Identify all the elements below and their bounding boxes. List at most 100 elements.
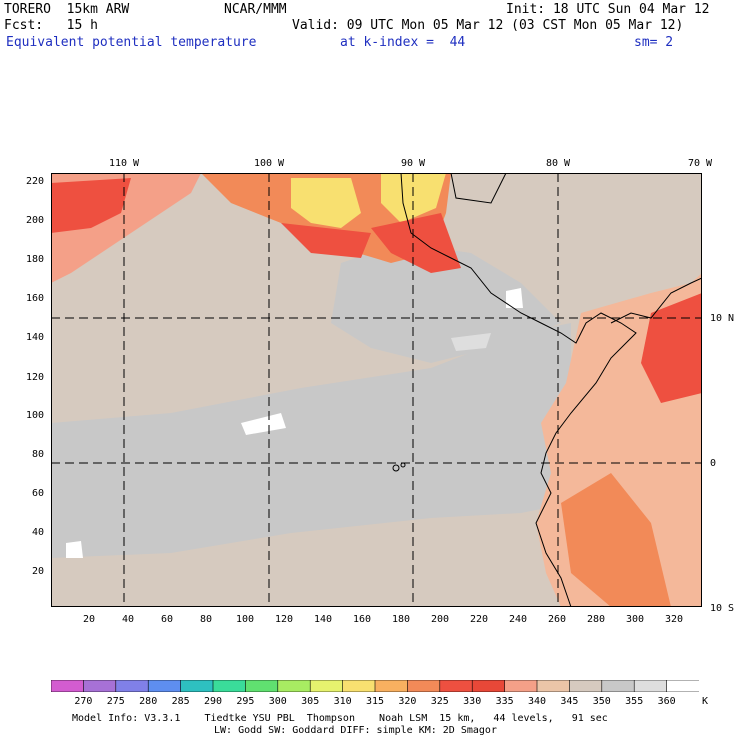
x-tick-300: 300 [625,614,645,625]
smoothing: sm= 2 [634,35,674,50]
cool-band-south [51,323,571,558]
colorbar-label: 345 [560,696,579,707]
colorbar-label: 355 [625,696,644,707]
y-tick-100: 100 [25,410,44,421]
colorbar-swatch [115,680,150,692]
x-tick-100: 100 [235,614,255,625]
x-tick-240: 240 [508,614,528,625]
x-tick-220: 220 [469,614,489,625]
y-tick-20: 20 [31,566,44,577]
x-tick-320: 320 [664,614,684,625]
warm-band-north [51,258,331,313]
lon-label-90w: 90 W [400,158,426,169]
lat-label-0: 0 [710,458,717,469]
colorbar-label: 285 [171,696,190,707]
colorbar-label: 290 [203,696,223,707]
valid-time: Valid: 09 UTC Mon 05 Mar 12 (03 CST Mon … [292,18,684,33]
coastline-caribbean [610,277,702,324]
colorbar-swatch [245,680,279,692]
colorbar-swatch [569,680,603,692]
x-tick-20: 20 [82,614,96,625]
colorbar-swatch [342,680,376,692]
lon-label-110w: 110 W [108,158,140,169]
colorbar-label: 325 [430,696,449,707]
organization: NCAR/MMM [224,2,287,17]
y-tick-180: 180 [25,254,44,265]
colorbar-swatch [471,680,506,692]
forecast-hour: Fcst: 15 h [4,18,98,33]
colorbar-label: 350 [592,696,611,707]
colorbar-swatch [83,680,117,692]
colorbar-swatch [666,680,699,692]
cool-band-north [331,243,561,363]
level-index: at k-index = 44 [340,35,466,50]
colorbar-label: 280 [139,696,158,707]
colorbar-label: 310 [333,696,352,707]
colorbar-swatch [601,680,635,692]
x-tick-260: 260 [547,614,567,625]
light-spot-3 [241,413,286,435]
x-tick-140: 140 [313,614,333,625]
light-spot-1 [506,288,523,308]
lat-label-10n: 10 N [710,313,735,324]
galapagos-island [392,464,400,472]
hot-region-colombia [641,293,702,403]
x-tick-200: 200 [430,614,450,625]
y-tick-200: 200 [25,215,44,226]
x-tick-280: 280 [586,614,606,625]
colorbar-swatch [407,680,441,692]
y-tick-160: 160 [25,293,44,304]
x-tick-120: 120 [274,614,294,625]
light-spot-2 [451,333,491,351]
peak-region-mexico [291,178,361,228]
colorbar-label: 295 [236,696,255,707]
colorbar-swatch [309,680,344,692]
y-tick-220: 220 [25,176,44,187]
y-tick-80: 80 [31,449,44,460]
colorbar-label: 305 [301,696,320,707]
colorbar [51,680,699,692]
field-name: Equivalent potential temperature [6,35,257,50]
footer-physics-info: LW: Godd SW: Goddard DIFF: simple KM: 2D… [214,725,497,736]
colorbar-swatch [51,680,85,692]
colorbar-swatch [374,680,409,692]
hot-region-guatemala [371,213,461,273]
y-tick-40: 40 [31,527,44,538]
colorbar-label: 270 [74,696,93,707]
colorbar-swatch [277,680,312,692]
colorbar-swatch [504,680,538,692]
peak-region-yucatan [381,173,446,223]
lon-label-80w: 80 W [545,158,571,169]
colorbar-label: 340 [527,696,547,707]
colorbar-label: 275 [106,696,125,707]
lat-lon-grid [51,173,702,607]
colorbar-label: 315 [365,696,385,707]
colorbar-label: 320 [398,696,417,707]
x-tick-180: 180 [391,614,411,625]
lon-label-70w: 70 W [687,158,713,169]
x-tick-40: 40 [121,614,135,625]
init-time: Init: 18 UTC Sun 04 Mar 12 [506,2,710,17]
colorbar-swatch [180,680,214,692]
map-panel [51,173,702,607]
colorbar-swatch [633,680,668,692]
footer-model-info: Model Info: V3.3.1 Tiedtke YSU PBL Thomp… [72,713,608,724]
y-tick-60: 60 [31,488,44,499]
hot-region-peru [561,473,671,607]
colorbar-unit: K [701,696,709,707]
hot-region-nw [51,178,131,233]
model-title: TORERO 15km ARW [4,2,130,17]
x-tick-160: 160 [352,614,372,625]
lat-label-10s: 10 S [710,603,735,614]
colorbar-swatch [212,680,247,692]
colorbar-swatch [147,680,182,692]
colorbar-swatch [536,680,571,692]
y-tick-120: 120 [25,372,44,383]
colorbar-label: 300 [268,696,287,707]
x-tick-60: 60 [160,614,174,625]
lon-label-100w: 100 W [253,158,285,169]
colorbar-label: 330 [463,696,482,707]
colorbar-label: 360 [657,696,676,707]
x-tick-80: 80 [199,614,213,625]
map-frame [51,173,702,607]
